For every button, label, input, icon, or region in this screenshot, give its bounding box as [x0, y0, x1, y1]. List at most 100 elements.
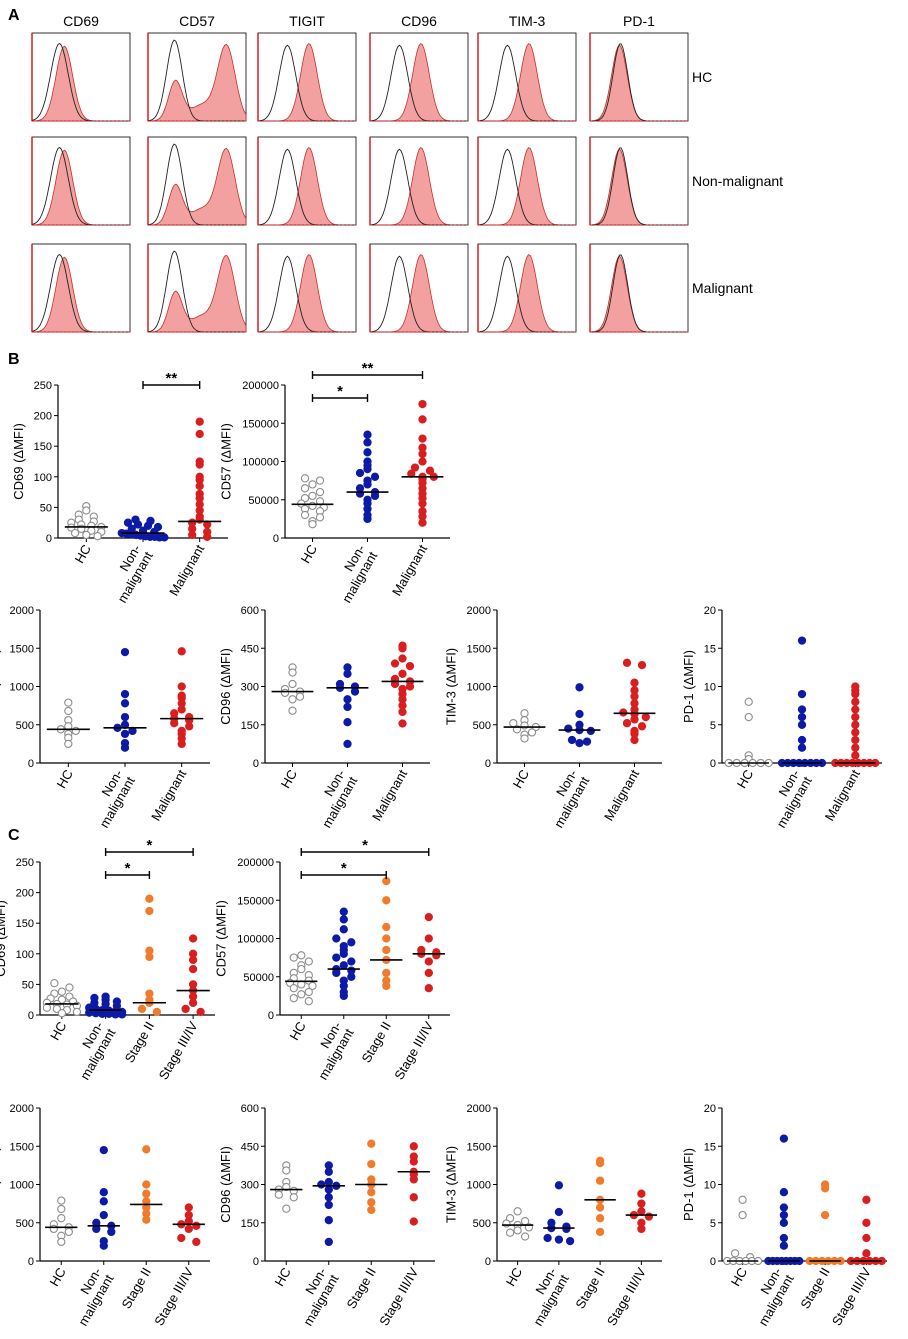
histogram-tim-3-row-2: [477, 136, 577, 226]
data-point: [779, 1241, 789, 1250]
x-tick-label: Non-malignant: [539, 767, 592, 831]
data-point: [554, 1207, 564, 1217]
x-tick-label: Non-malignant: [518, 1265, 571, 1329]
histogram-fill: [148, 254, 247, 333]
data-point: [304, 957, 313, 966]
y-tick-label: 20: [704, 1103, 716, 1115]
data-point: [177, 739, 186, 749]
y-tick-label: 0: [485, 758, 491, 770]
y-tick-label: 150000: [237, 895, 274, 907]
histogram-fill: [148, 147, 247, 226]
data-point: [565, 1236, 575, 1246]
histogram-tigit-row-3: [257, 243, 357, 333]
x-tick-label-line: HC: [286, 1019, 308, 1043]
data-point: [355, 489, 365, 498]
data-point: [367, 1159, 376, 1169]
histogram-tim-3-row-1: [477, 32, 577, 122]
y-tick-label: 0: [46, 533, 52, 545]
y-axis-label: TIGIT (ΔMFI): [0, 648, 1, 724]
histogram-header-cd69: CD69: [63, 13, 99, 29]
x-tick-label: Stage II: [343, 1265, 378, 1311]
x-tick-label: Malignant: [166, 542, 207, 599]
histogram-cd69-row-3: [31, 243, 131, 333]
data-point: [339, 907, 348, 916]
data-point: [367, 1198, 376, 1207]
data-point: [123, 518, 133, 527]
x-tick-label: Malignant: [601, 767, 642, 824]
x-tick-label: Malignant: [822, 767, 863, 824]
y-tick-label: 0: [253, 1256, 259, 1268]
data-point: [332, 968, 341, 978]
data-point: [851, 689, 860, 699]
data-point: [297, 964, 306, 974]
data-point: [339, 915, 348, 924]
data-point: [367, 1139, 376, 1148]
y-tick-label: 50: [22, 979, 34, 991]
data-point: [418, 434, 427, 443]
data-point: [142, 1145, 151, 1154]
data-point: [851, 743, 860, 752]
data-point: [297, 951, 306, 960]
y-tick-label: 5: [710, 720, 716, 732]
data-point: [196, 1007, 205, 1017]
y-axis-label: TIM-3 (ΔMFI): [443, 648, 458, 725]
data-point: [50, 979, 59, 988]
data-point: [315, 476, 325, 485]
x-tick-label-line: Stage III/IV: [151, 1265, 196, 1328]
data-point: [82, 506, 91, 515]
x-tick-label: Stage II: [122, 1019, 157, 1065]
data-point: [595, 1214, 605, 1223]
data-point: [82, 530, 91, 540]
data-point: [49, 1224, 58, 1234]
data-point: [347, 938, 356, 947]
data-point: [575, 709, 584, 719]
data-point: [409, 1193, 418, 1202]
data-point: [382, 896, 391, 905]
x-tick-label-line: HC: [72, 542, 94, 566]
data-point: [71, 726, 80, 736]
histogram-grid: CD69 CD57 TIGIT CD96 TIM-3 PD-1 HC Non-malignan…: [31, 13, 783, 333]
x-tick-label-line: HC: [728, 1265, 750, 1289]
data-point: [409, 1157, 418, 1166]
data-point: [779, 1203, 789, 1212]
data-point: [57, 987, 67, 996]
data-point: [382, 981, 391, 991]
y-tick-label: 100000: [242, 457, 279, 469]
x-tick-label: Malignant: [389, 542, 430, 599]
data-point: [779, 1188, 789, 1197]
data-point: [797, 735, 807, 745]
x-tick-label: Malignant: [148, 767, 189, 824]
x-tick-label-line: Malignant: [166, 542, 207, 599]
data-point: [355, 468, 365, 478]
data-point: [188, 530, 197, 540]
data-point: [99, 1145, 108, 1155]
data-point: [177, 705, 186, 714]
data-point: [862, 1195, 871, 1204]
data-point: [630, 735, 639, 745]
x-tick-label-line: Stage III/IV: [604, 1265, 649, 1328]
data-point: [192, 1237, 201, 1247]
x-tick-label: Stage III/IV: [604, 1265, 649, 1328]
data-point: [99, 1188, 108, 1197]
data-point: [120, 743, 130, 752]
y-tick-label: 0: [710, 1256, 716, 1268]
x-tick-label: HC: [46, 1265, 68, 1289]
data-point: [418, 399, 427, 409]
data-point: [797, 705, 807, 714]
x-tick-label-line: Stage III/IV: [391, 1019, 436, 1082]
data-point: [513, 1226, 522, 1235]
y-tick-label: 1000: [467, 682, 491, 694]
plot-b-pd-1: 0 5 10 15 20 PD-1 (ΔMFI) HC Non-malignant Malign…: [681, 605, 882, 830]
data-point: [160, 533, 169, 542]
y-axis-label: CD69 (ΔMFI): [11, 423, 26, 500]
data-point: [398, 669, 407, 678]
y-tick-label: 2000: [467, 605, 491, 617]
x-tick-label-line: HC: [278, 767, 300, 791]
x-tick-label: Malignant: [369, 767, 410, 824]
data-point: [520, 721, 529, 730]
y-tick-label: 10: [704, 682, 716, 694]
data-point: [595, 1227, 605, 1237]
data-point: [418, 457, 427, 466]
y-tick-label: 200000: [242, 380, 279, 392]
data-point: [595, 1176, 605, 1185]
